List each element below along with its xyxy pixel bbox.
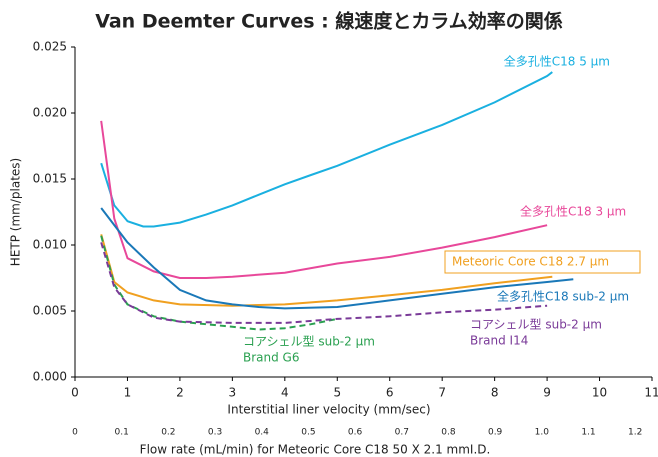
series-label: 全多孔性C18 sub-2 μm [497, 289, 629, 304]
y-tick-label: 0.025 [33, 40, 67, 54]
x-tick-label: 5 [333, 386, 341, 400]
series-line [100, 120, 548, 279]
x2-tick-label: 0.3 [208, 428, 222, 438]
x-tick-label: 0 [71, 386, 79, 400]
x-tick-label: 10 [592, 386, 607, 400]
x2-tick-label: 0.7 [395, 428, 409, 438]
x-tick-label: 6 [386, 386, 394, 400]
series-label: 全多孔性C18 3 μm [520, 204, 626, 219]
series-label: 全多孔性C18 5 μm [504, 54, 610, 69]
series-brand: Brand I14 [470, 334, 528, 348]
y-tick-label: 0.010 [33, 238, 67, 252]
y-tick-label: 0.005 [33, 304, 67, 318]
x2-tick-label: 0.9 [488, 428, 503, 438]
x-tick-label: 9 [543, 386, 551, 400]
x2-tick-label: 0.8 [441, 428, 456, 438]
x-axis-label: Interstitial liner velocity (mm/sec) [227, 403, 430, 417]
series-line [100, 235, 338, 331]
series-line [100, 71, 553, 228]
x2-tick-label: 1.1 [581, 428, 595, 438]
x2-tick-label: 0.1 [115, 428, 129, 438]
y-tick-label: 0.000 [33, 370, 67, 384]
x2-tick-label: 0.5 [301, 428, 315, 438]
series-label: コアシェル型 sub-2 μm [243, 335, 375, 349]
series-line [100, 207, 574, 310]
y-axis-label: HETP (mm/plates) [9, 158, 23, 266]
series-brand: Brand G6 [243, 351, 300, 365]
series-label: コアシェル型 sub-2 μm [470, 318, 602, 332]
x-tick-label: 4 [281, 386, 289, 400]
y-tick-label: 0.015 [33, 172, 67, 186]
series-line [100, 234, 553, 307]
x2-tick-label: 1.2 [628, 428, 642, 438]
x2-tick-label: 0 [72, 428, 78, 438]
x-tick-label: 3 [229, 386, 237, 400]
x-tick-label: 8 [491, 386, 499, 400]
x2-tick-label: 0.4 [255, 428, 270, 438]
x2-tick-label: 0.2 [161, 428, 175, 438]
legend-box [444, 250, 641, 274]
x-tick-label: 7 [438, 386, 446, 400]
series-label: Meteoric Core C18 2.7 μm [452, 255, 609, 269]
x2-tick-label: 0.6 [348, 428, 363, 438]
y-tick-label: 0.020 [33, 106, 67, 120]
x-tick-label: 11 [644, 386, 658, 400]
x2-axis-label: Flow rate (mL/min) for Meteoric Core C18… [140, 443, 491, 457]
x-tick-label: 2 [176, 386, 184, 400]
x-tick-label: 1 [124, 386, 132, 400]
x2-tick-label: 1.0 [535, 428, 550, 438]
series-line [100, 242, 548, 324]
chart-title: Van Deemter Curves : 線速度とカラム効率の関係 [95, 10, 563, 33]
